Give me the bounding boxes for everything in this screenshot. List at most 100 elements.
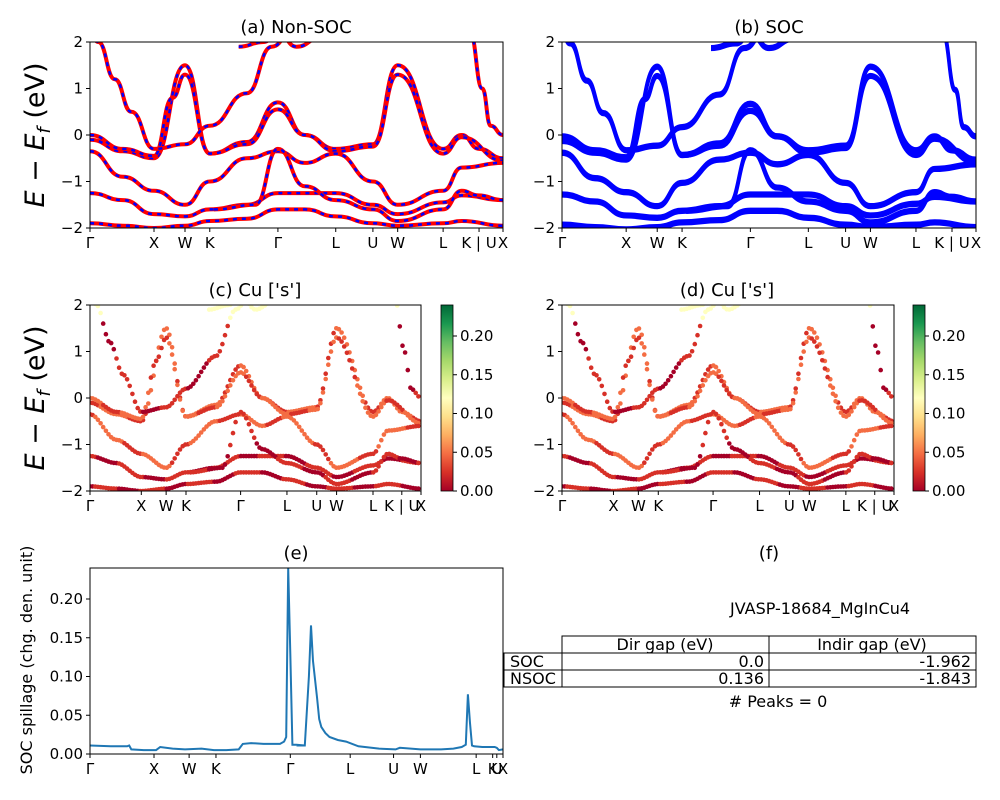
projection-point: [703, 430, 708, 436]
band-line-nonsoc: [90, 63, 503, 161]
projection-point: [724, 435, 729, 441]
panel-d-yticks: 2 1 0 −1 −2: [533, 296, 562, 500]
projection-point: [865, 293, 870, 298]
projection-point: [326, 456, 331, 462]
projection-point: [618, 390, 623, 396]
panel-e-frame: [89, 567, 504, 755]
projection-point: [103, 331, 109, 337]
x-tick-label: X: [889, 497, 899, 515]
projection-point: [318, 444, 323, 449]
projection-point: [835, 405, 841, 411]
x-tick-label: Γ: [746, 234, 755, 252]
projection-point: [249, 428, 254, 434]
y-tick-label: 0: [73, 389, 83, 407]
projection-point: [291, 418, 297, 423]
colorbar-tick-label: 0.20: [460, 327, 493, 345]
projection-point: [700, 383, 706, 388]
projection-point: [695, 332, 700, 338]
projection-point: [114, 356, 119, 361]
projection-point: [172, 366, 177, 372]
band-line-soc: [562, 194, 976, 221]
projection-point: [246, 421, 252, 427]
x-tick-label: W: [413, 760, 428, 778]
cell-soc-dir: 0.0: [739, 652, 764, 671]
x-tick-label: W: [178, 234, 193, 252]
projection-point: [798, 456, 804, 462]
projection-point: [241, 364, 246, 370]
projection-point: [713, 364, 719, 370]
x-tick-label: W: [329, 497, 344, 515]
projection-point: [793, 390, 798, 395]
projection-point: [703, 378, 708, 383]
x-tick-label: W: [159, 497, 174, 515]
band-line-nonsoc-dashed: [95, 42, 282, 151]
panel-f-title: (f): [759, 543, 779, 564]
projection-point: [124, 377, 130, 382]
projection-point: [339, 339, 344, 344]
projection-point: [172, 361, 177, 366]
projection-point: [817, 350, 822, 356]
panel-a-yticks: 2 1 0 −1 −2: [61, 33, 90, 237]
projection-point: [365, 410, 371, 415]
projection-point: [320, 386, 326, 391]
projection-point: [217, 402, 223, 408]
projection-point: [169, 401, 175, 406]
projection-point: [636, 335, 642, 341]
projection-point: [705, 367, 711, 372]
projection-point: [336, 336, 342, 341]
projection-point: [243, 374, 249, 380]
projection-point: [349, 366, 355, 371]
projection-point: [735, 305, 740, 308]
projection-point: [379, 404, 384, 410]
projection-point: [878, 367, 883, 373]
x-tick-label: K: [211, 760, 222, 778]
projection-point: [100, 424, 106, 430]
projection-point: [169, 345, 175, 350]
projection-point: [867, 305, 873, 308]
x-tick-label: K: [181, 497, 192, 515]
projection-point: [612, 414, 618, 420]
projection-point: [175, 378, 180, 384]
panel-d-points: [562, 293, 894, 491]
projection-point: [323, 376, 329, 382]
projection-point: [721, 383, 727, 388]
projection-point: [567, 417, 573, 423]
panel-a-frame: [89, 41, 504, 229]
projection-point: [376, 444, 381, 449]
y-tick-label: 1: [73, 80, 83, 98]
projection-point: [793, 447, 798, 453]
band-line-nonsoc-dashed: [90, 150, 503, 207]
x-tick-label: L: [369, 497, 378, 515]
projection-point: [828, 383, 833, 388]
projection-point: [95, 417, 101, 423]
projection-point: [573, 321, 578, 326]
projection-point: [665, 436, 671, 441]
x-tick-label: K | U: [461, 234, 496, 252]
col-header-dir-gap: Dir gap (eV): [617, 635, 714, 654]
projection-point: [668, 373, 674, 379]
projection-point: [650, 447, 655, 452]
projection-point: [777, 435, 783, 441]
projection-point: [604, 399, 610, 405]
projection-point: [570, 310, 575, 316]
row-label-soc: SOC: [510, 652, 544, 671]
band-line-soc: [562, 191, 976, 219]
x-tick-label: K: [653, 497, 664, 515]
projection-point: [596, 377, 602, 382]
projection-point: [883, 387, 889, 393]
panel-c-colorbar: 0.00 0.05 0.10 0.15 0.20: [440, 304, 493, 500]
projection-point: [599, 383, 605, 389]
projection-point: [230, 430, 236, 436]
projection-point: [220, 341, 225, 347]
panel-c-yticks: 2 1 0 −1 −2: [61, 296, 90, 500]
projection-point: [175, 451, 180, 457]
projection-point: [193, 378, 199, 383]
projection-point: [849, 464, 854, 469]
projection-point: [416, 423, 421, 429]
panel-b-bands: [562, 42, 976, 228]
projection-point: [586, 356, 591, 361]
x-tick-label: L: [912, 234, 921, 252]
projection-point: [620, 375, 626, 380]
